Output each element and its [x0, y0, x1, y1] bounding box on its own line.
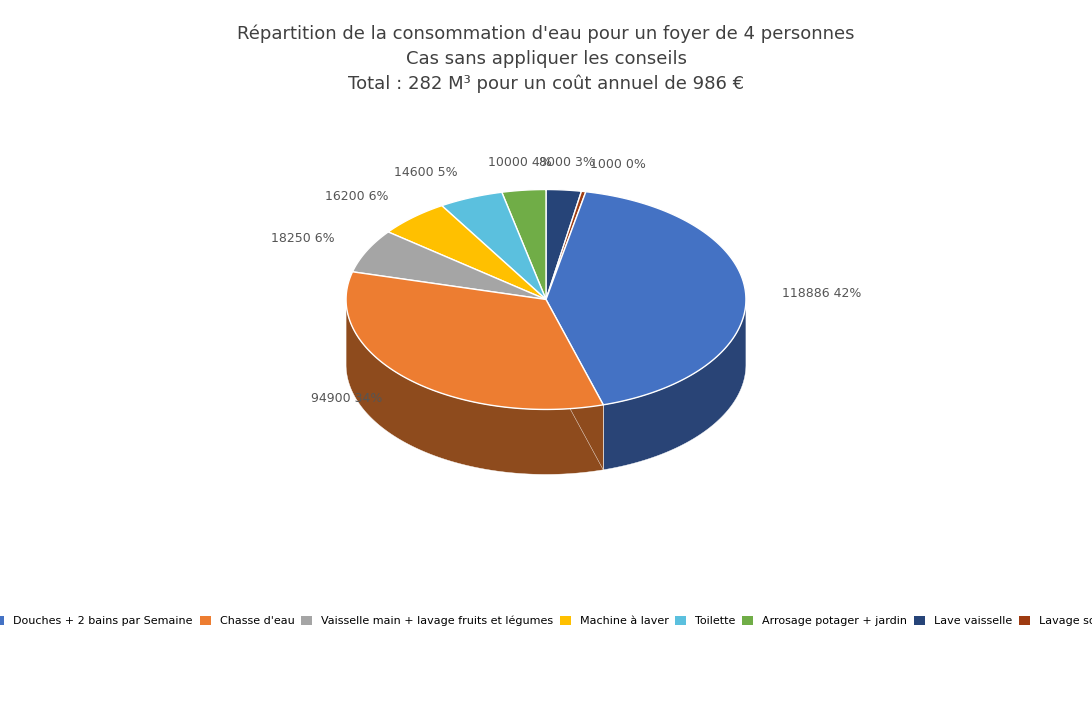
Text: 1000 0%: 1000 0% [591, 158, 646, 171]
Polygon shape [546, 192, 746, 405]
Polygon shape [546, 190, 581, 299]
Polygon shape [442, 192, 546, 299]
Polygon shape [603, 301, 746, 470]
Polygon shape [353, 232, 546, 299]
Polygon shape [546, 191, 585, 299]
Text: 16200 6%: 16200 6% [325, 191, 389, 203]
Polygon shape [546, 299, 603, 470]
Text: Répartition de la consommation d'eau pour un foyer de 4 personnes: Répartition de la consommation d'eau pou… [237, 25, 855, 43]
Polygon shape [346, 301, 603, 474]
Text: 14600 5%: 14600 5% [393, 166, 458, 178]
Text: 94900 34%: 94900 34% [311, 392, 382, 405]
Polygon shape [388, 205, 546, 299]
Text: 10000 4%: 10000 4% [488, 156, 551, 169]
Text: Total : 282 M³ pour un coût annuel de 986 €: Total : 282 M³ pour un coût annuel de 98… [348, 75, 744, 93]
Text: 18250 6%: 18250 6% [271, 232, 334, 245]
Polygon shape [502, 190, 546, 299]
Polygon shape [346, 272, 603, 410]
Text: Cas sans appliquer les conseils: Cas sans appliquer les conseils [405, 50, 687, 68]
Polygon shape [546, 299, 603, 470]
Text: 118886 42%: 118886 42% [782, 287, 862, 300]
Text: 8000 3%: 8000 3% [539, 156, 595, 169]
Legend: Douches + 2 bains par Semaine, Chasse d'eau, Vaisselle main + lavage fruits et l: Douches + 2 bains par Semaine, Chasse d'… [0, 611, 1092, 631]
